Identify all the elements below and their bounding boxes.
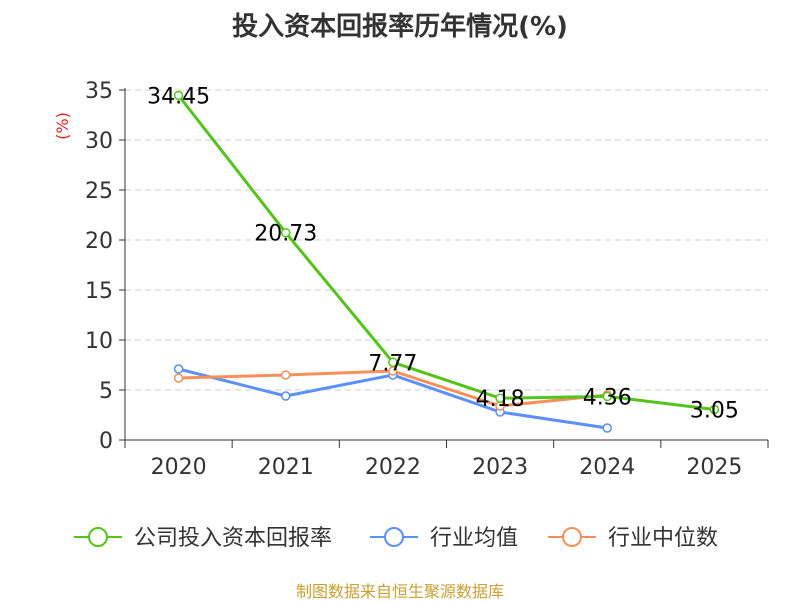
legend-label: 行业均值 bbox=[430, 526, 518, 551]
legend-marker bbox=[562, 527, 582, 547]
grid-layer bbox=[125, 89, 768, 391]
data-point bbox=[602, 423, 612, 433]
x-tick-label: 2025 bbox=[686, 455, 742, 480]
y-tick-label: 30 bbox=[85, 129, 113, 154]
x-tick-label: 2020 bbox=[151, 455, 207, 480]
y-tick-label: 25 bbox=[85, 179, 113, 204]
data-source-note: 制图数据来自恒生聚源数据库 bbox=[295, 582, 504, 601]
data-point bbox=[709, 404, 720, 415]
y-tick-label: 15 bbox=[85, 279, 113, 304]
chart-title: 投入资本回报率历年情况(%) bbox=[232, 12, 568, 42]
data-label: 20.73 bbox=[254, 222, 317, 247]
label-layer: 34.45 20.73 7.77 4.18 4.36 3.05 bbox=[147, 85, 739, 424]
x-tick-label: 2021 bbox=[258, 455, 314, 480]
data-label: 4.36 bbox=[583, 385, 632, 410]
data-point bbox=[173, 373, 184, 383]
legend-label: 公司投入资本回报率 bbox=[134, 526, 332, 551]
data-label: 4.18 bbox=[476, 387, 525, 412]
y-axis-label: (%) bbox=[53, 112, 72, 140]
x-tick-label: 2024 bbox=[579, 455, 635, 480]
y-tick-label: 35 bbox=[85, 79, 113, 104]
x-tick-label: 2022 bbox=[365, 455, 421, 480]
data-label: 7.77 bbox=[368, 351, 417, 376]
data-point bbox=[388, 357, 398, 368]
y-tick-label: 20 bbox=[85, 229, 113, 254]
data-label: 3.05 bbox=[690, 399, 739, 424]
data-point bbox=[281, 391, 291, 401]
legend-marker bbox=[384, 527, 404, 547]
legend-label: 行业中位数 bbox=[608, 526, 718, 551]
series-layer bbox=[173, 90, 720, 433]
data-point bbox=[281, 227, 291, 238]
y-tick-label: 10 bbox=[85, 329, 113, 354]
data-point bbox=[602, 391, 612, 402]
data-point bbox=[281, 370, 291, 380]
series-line bbox=[177, 94, 715, 411]
data-point bbox=[173, 364, 184, 374]
data-label: 34.45 bbox=[147, 85, 210, 110]
y-tick-label: 5 bbox=[99, 379, 113, 404]
legend: 公司投入资本回报率 行业均值 行业中位数 bbox=[74, 526, 718, 551]
y-tick-label: 0 bbox=[99, 429, 113, 454]
data-point bbox=[173, 90, 184, 101]
data-point bbox=[495, 393, 505, 403]
legend-marker bbox=[88, 527, 108, 547]
x-tick-label: 2023 bbox=[472, 455, 528, 480]
